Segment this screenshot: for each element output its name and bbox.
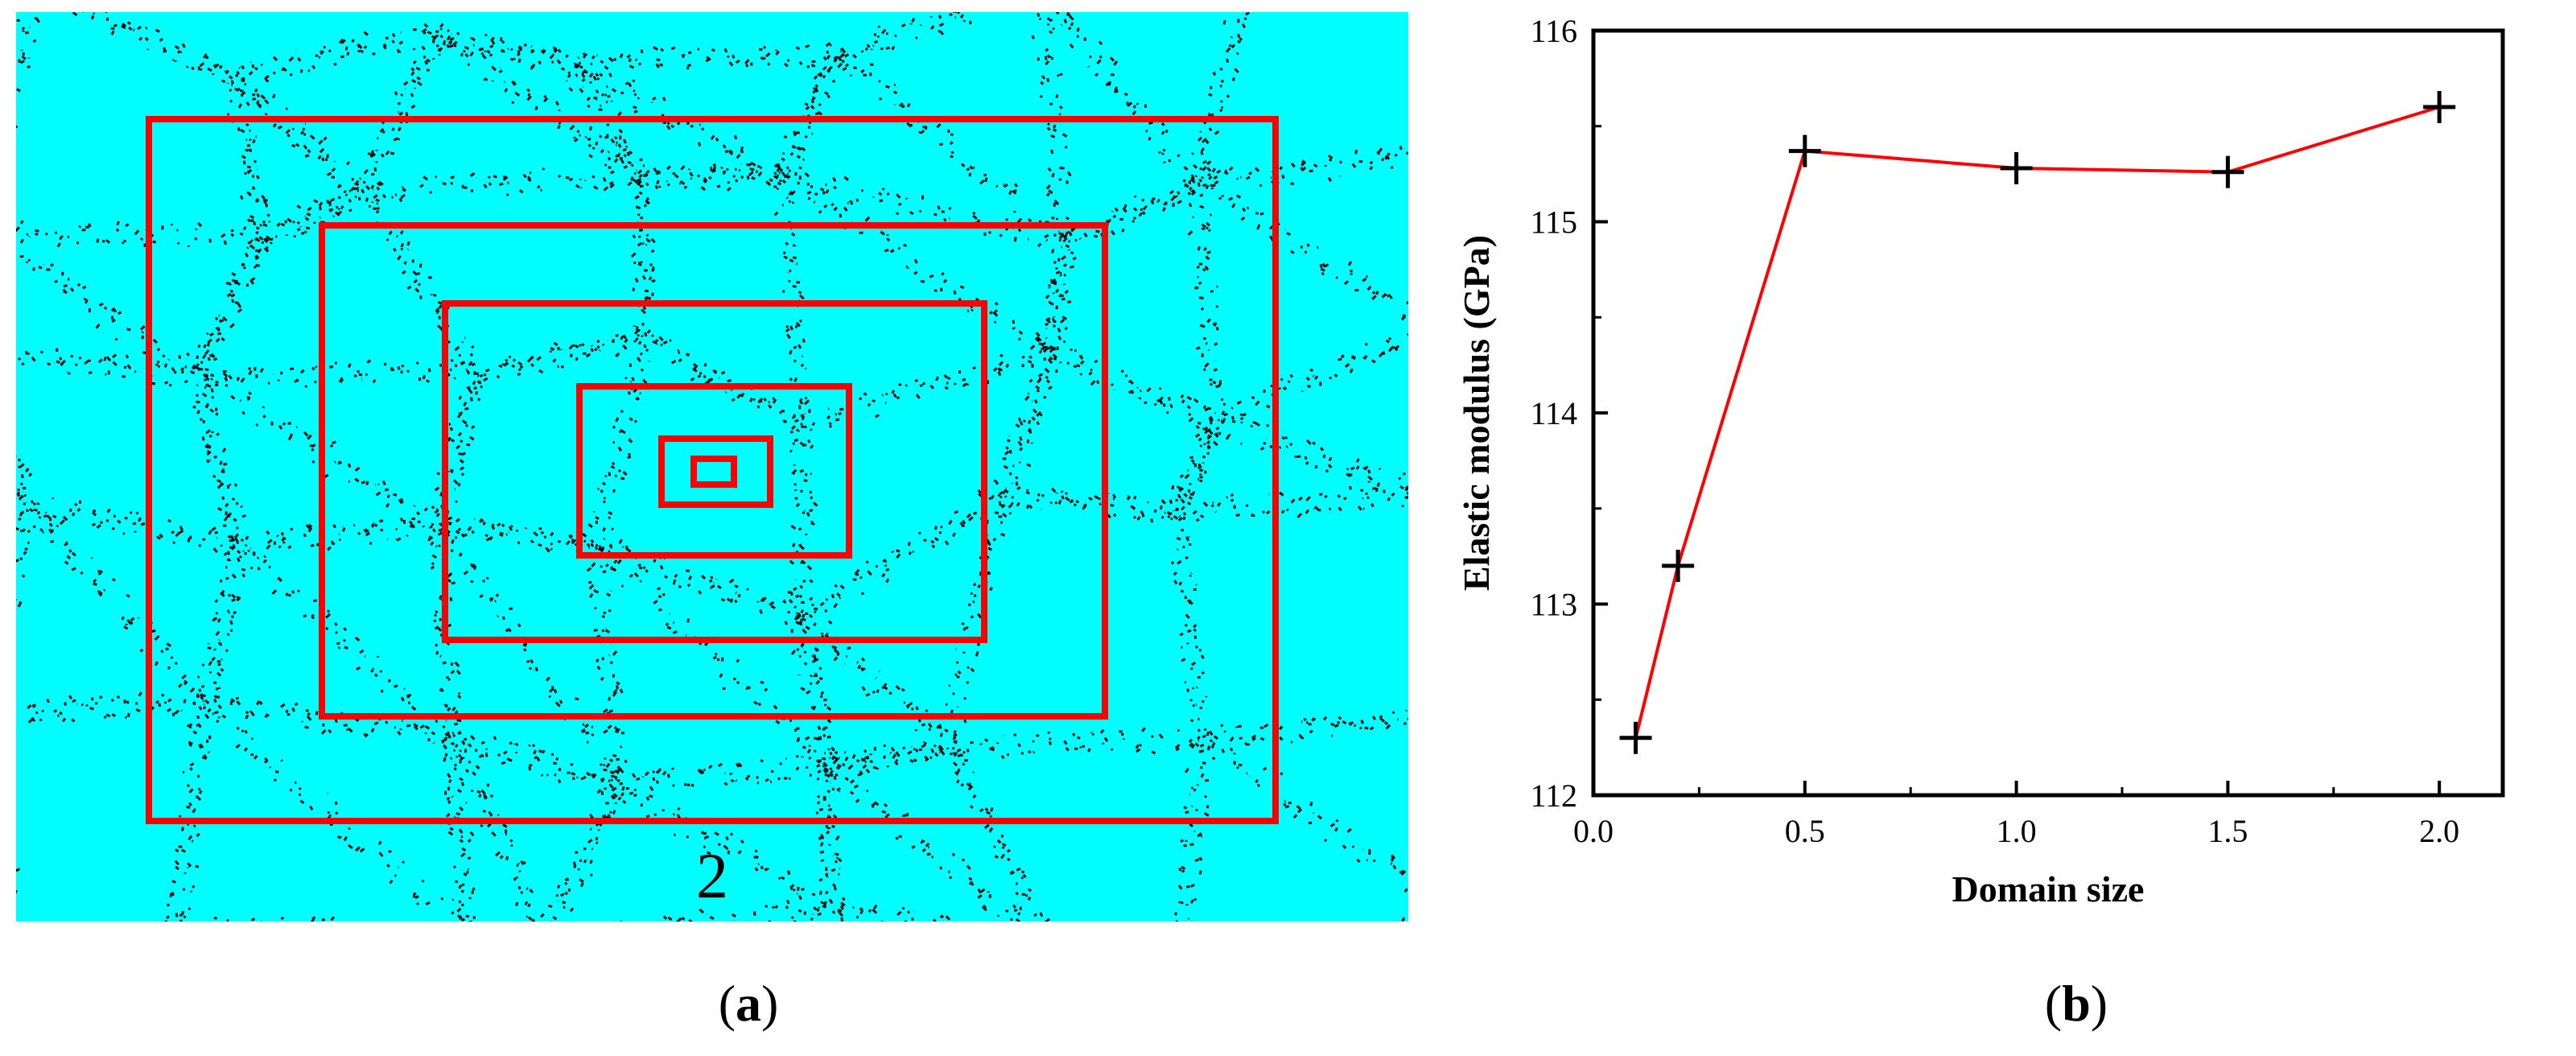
caption-b-letter: b <box>2062 975 2091 1032</box>
caption-b-close: ) <box>2090 975 2108 1032</box>
y-axis-label: Elastic modulus (GPa) <box>1456 235 1497 591</box>
box-label: 2 <box>696 841 728 912</box>
data-point-2 <box>1788 134 1821 167</box>
caption-b: (b) <box>1996 974 2157 1033</box>
data-point-4 <box>2211 155 2244 188</box>
caption-a: (a) <box>668 974 829 1033</box>
domain-box-5 <box>658 435 773 508</box>
y-tick-label-1: 113 <box>1530 587 1577 623</box>
microstructure-panel: 2 <box>16 12 1408 922</box>
x-axis-label: Domain size <box>1952 868 2145 910</box>
grain-boundary-speckles <box>16 12 1408 922</box>
x-axis-ticks: 0.0 0.5 1.0 1.5 2.0 <box>1573 781 2459 849</box>
caption-b-open: ( <box>2044 975 2063 1032</box>
domain-box-1 <box>146 116 1279 824</box>
domain-box-6 <box>690 456 737 488</box>
microstructure-background <box>16 12 1408 922</box>
y-tick-label-4: 116 <box>1530 13 1577 49</box>
domain-boxes <box>146 116 1279 824</box>
domain-box-3 <box>442 300 987 643</box>
data-point-3 <box>2000 152 2033 184</box>
x-tick-label-4: 2.0 <box>2419 813 2459 849</box>
x-tick-label-0: 0.0 <box>1573 813 1614 849</box>
data-markers <box>1619 91 2456 754</box>
caption-a-close: ) <box>761 975 779 1032</box>
y-tick-label-3: 115 <box>1530 204 1577 241</box>
y-tick-label-0: 112 <box>1530 778 1577 814</box>
domain-box-4 <box>576 383 852 559</box>
x-tick-label-2: 1.0 <box>1997 813 2037 849</box>
caption-a-letter: a <box>736 975 761 1032</box>
grain-boundary-pattern <box>16 12 1408 922</box>
data-point-1 <box>1662 550 1695 582</box>
series-line <box>1634 105 2440 739</box>
elastic-modulus-chart: 0.0 0.5 1.0 1.5 2.0 112 113 114 115 116 Domain s… <box>1456 13 2505 910</box>
y-axis-ticks: 112 113 114 115 116 <box>1530 13 1608 814</box>
y-tick-label-2: 114 <box>1530 395 1577 431</box>
caption-a-open: ( <box>718 975 736 1032</box>
data-point-0 <box>1619 721 1652 754</box>
domain-box-2 <box>319 222 1108 720</box>
plot-frame <box>1591 28 2505 798</box>
x-tick-label-3: 1.5 <box>2207 813 2248 849</box>
x-tick-label-1: 0.5 <box>1785 813 1825 849</box>
data-point-5 <box>2423 91 2456 123</box>
